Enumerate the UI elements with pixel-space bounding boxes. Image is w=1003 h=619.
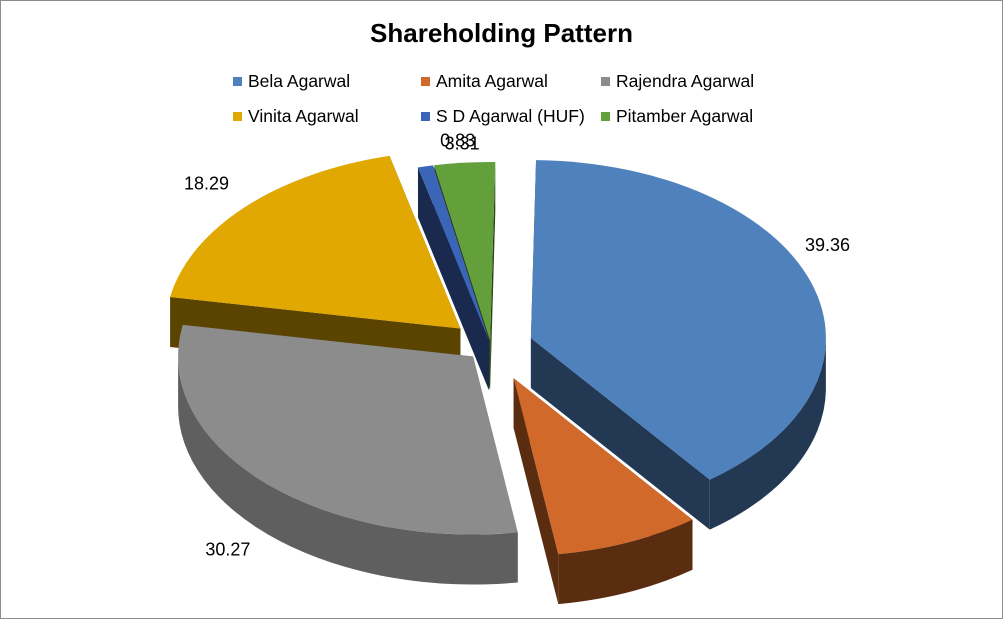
legend-swatch <box>601 77 610 86</box>
legend-label: Pitamber Agarwal <box>616 106 754 126</box>
legend-swatch <box>421 112 430 121</box>
pie-slice-wall <box>513 378 559 605</box>
legend-label: Amita Agarwal <box>436 71 548 91</box>
pie-slice <box>513 378 693 555</box>
chart-title: Shareholding Pattern <box>370 18 633 48</box>
legend-item-sd-huf: S D Agarwal (HUF) <box>421 106 585 127</box>
legend-item-vinita: Vinita Agarwal <box>233 106 359 127</box>
pie-slice <box>530 160 826 480</box>
legend-swatch <box>421 77 430 86</box>
legend-label: Rajendra Agarwal <box>616 71 755 91</box>
legend-item-rajendra: Rajendra Agarwal <box>601 71 754 92</box>
pie-top-faces <box>170 155 826 555</box>
pie-slice <box>178 324 518 535</box>
pie-slice <box>170 155 461 329</box>
pie-slice-outer-wall <box>178 354 518 585</box>
data-label: 3.31 <box>445 134 480 154</box>
legend-item-bela: Bela Agarwal <box>233 71 350 92</box>
legend-swatch <box>233 112 242 121</box>
legend-label: Bela Agarwal <box>248 71 351 91</box>
legend-label: S D Agarwal (HUF) <box>436 106 585 126</box>
pie-slice-wall <box>530 338 710 530</box>
legend-swatch <box>601 112 610 121</box>
legend-item-amita: Amita Agarwal <box>421 71 548 92</box>
data-label: 0.83 <box>440 130 475 150</box>
legend-item-pitamber: Pitamber Agarwal <box>601 106 753 127</box>
data-label: 30.27 <box>205 539 250 559</box>
pie-slice-wall <box>490 162 496 390</box>
legend-label: Vinita Agarwal <box>248 106 359 126</box>
legend-swatch <box>233 77 242 86</box>
pie-slice-outer-wall <box>709 340 826 530</box>
data-label: 18.29 <box>184 174 229 194</box>
data-label: 39.36 <box>805 235 850 255</box>
pie-slice-outer-wall <box>558 519 693 605</box>
pie-slice <box>434 161 496 340</box>
pie-slice <box>417 165 489 341</box>
